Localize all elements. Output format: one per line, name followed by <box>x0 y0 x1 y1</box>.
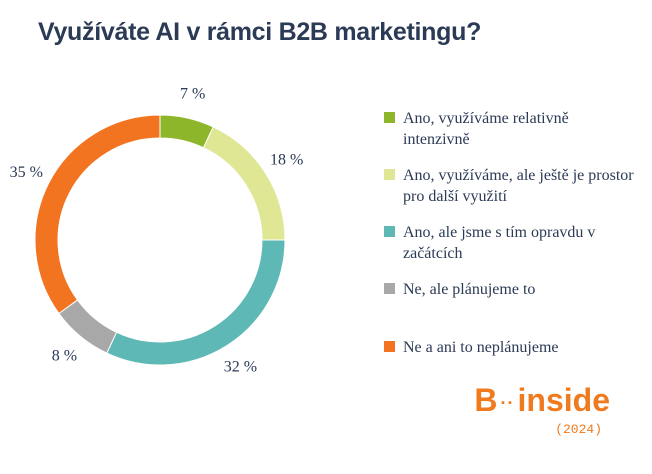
slice-value-label-3: 8 % <box>52 348 77 365</box>
donut-slice-4 <box>34 114 161 315</box>
legend-label: Ano, využíváme, ale ještě je prostor pro… <box>403 167 634 205</box>
legend-item-planning: Ne, ale plánujeme to <box>384 279 638 300</box>
legend-swatch <box>384 283 395 294</box>
legend-label: Ne, ale plánujeme to <box>403 281 536 298</box>
legend-swatch <box>384 169 395 180</box>
chart-title: Využíváte AI v rámci B2B marketingu? <box>38 18 482 46</box>
legend-label: Ne a ani to neplánujeme <box>403 339 559 356</box>
donut-slice-1 <box>202 126 286 241</box>
brand-name: inside <box>517 382 610 418</box>
brand-logo: B ··inside (2024) <box>460 383 610 437</box>
slice-value-label-2: 32 % <box>224 359 257 376</box>
legend-item-room-for-more: Ano, využíváme, ale ještě je prostor pro… <box>384 165 638 207</box>
legend-swatch <box>384 112 395 123</box>
slice-value-label-1: 18 % <box>270 152 303 169</box>
donut-slice-3 <box>58 299 118 354</box>
legend-item-not-planning: Ne a ani to neplánujeme <box>384 337 638 358</box>
legend-label: Ano, ale jsme s tím opravdu v začátcích <box>403 224 596 262</box>
legend-item-intensive: Ano, využíváme relativně intenzivně <box>384 108 638 150</box>
slice-value-label-0: 7 % <box>180 86 205 103</box>
brand-year: (2024) <box>555 421 602 437</box>
legend-swatch <box>384 341 395 352</box>
brand-dots: ·· <box>500 392 515 413</box>
slice-value-label-4: 35 % <box>10 164 43 181</box>
donut-slice-2 <box>106 239 286 366</box>
legend-swatch <box>384 226 395 237</box>
brand-wordmark: B ··inside <box>460 383 610 420</box>
legend-item-beginning: Ano, ale jsme s tím opravdu v začátcích <box>384 222 638 264</box>
brand-letter: B <box>474 382 498 418</box>
legend-label: Ano, využíváme relativně intenzivně <box>403 110 569 148</box>
